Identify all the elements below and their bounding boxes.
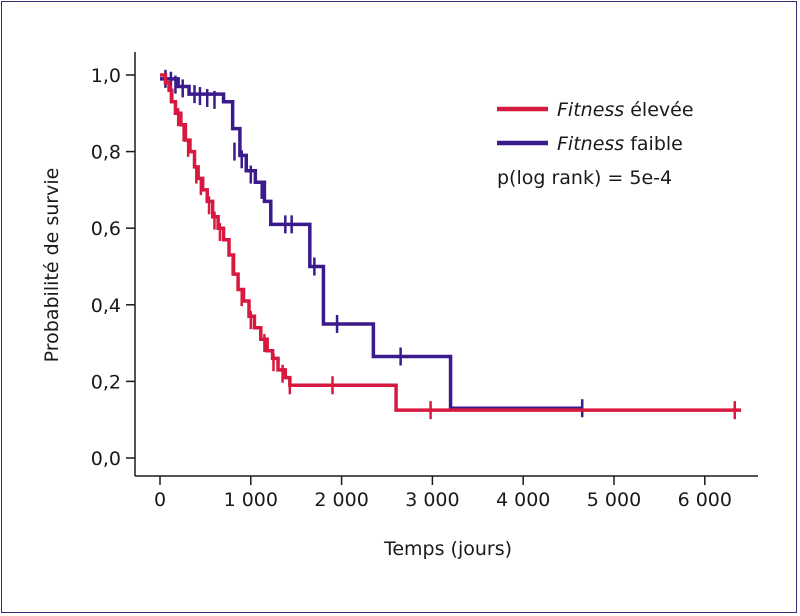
legend-label-series-0: Fitness élevée	[557, 99, 694, 121]
legend-label-series-1-italic: Fitness	[557, 133, 624, 155]
y-axis-label: Probabilité de survie	[41, 168, 63, 363]
x-tick-label: 3 000	[405, 489, 459, 511]
x-tick-label: 4 000	[496, 489, 550, 511]
y-tick-label: 1,0	[91, 65, 121, 87]
legend: Fitness élevée Fitness faible p(log rank…	[497, 99, 694, 189]
x-ticks: 0 1 000 2 000 3 000 4 000 5 000 6 000	[154, 476, 732, 511]
legend-label-series-1-rest: faible	[624, 133, 683, 155]
x-tick-label: 2 000	[314, 489, 368, 511]
legend-label-series-0-rest: élevée	[624, 99, 693, 121]
x-tick-label: 1 000	[224, 489, 278, 511]
axes	[134, 52, 758, 477]
x-tick-label: 0	[154, 489, 166, 511]
y-tick-label: 0,4	[91, 295, 121, 317]
survival-curve-series-1	[160, 77, 583, 410]
y-tick-label: 0,6	[91, 218, 121, 240]
legend-label-series-0-italic: Fitness	[557, 99, 624, 121]
x-tick-label: 6 000	[678, 489, 732, 511]
y-ticks: 0,0 0,2 0,4 0,6 0,8 1,0	[91, 65, 135, 470]
legend-label-series-1: Fitness faible	[557, 133, 683, 155]
log-rank-annotation: p(log rank) = 5e-4	[497, 167, 672, 189]
x-axis-label: Temps (jours)	[383, 538, 512, 560]
x-tick-label: 5 000	[587, 489, 641, 511]
survival-curves	[160, 69, 742, 420]
y-tick-label: 0,0	[91, 448, 121, 470]
y-tick-label: 0,8	[91, 142, 121, 164]
y-tick-label: 0,2	[91, 371, 121, 393]
